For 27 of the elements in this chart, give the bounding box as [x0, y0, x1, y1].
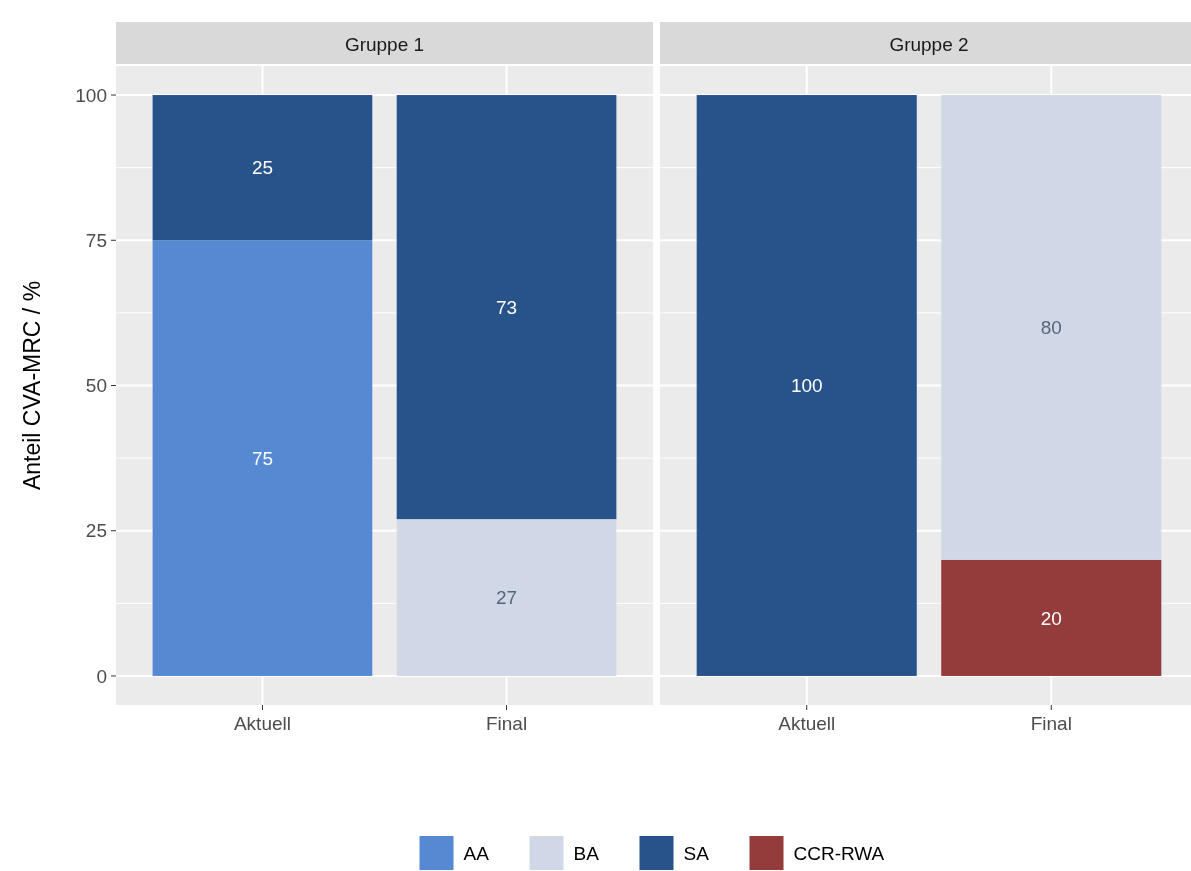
- data-label: 20: [1040, 607, 1062, 629]
- bar: [396, 95, 617, 520]
- y-tick-label: 75: [85, 229, 107, 251]
- data-label: 75: [251, 447, 274, 469]
- data-label: 100: [790, 375, 823, 397]
- y-axis-title: Anteil CVA-MRC / %: [19, 280, 45, 491]
- data-label: 25: [251, 157, 274, 179]
- bar: [152, 95, 373, 241]
- legend-label: CCR-RWA: [793, 842, 885, 864]
- legend-label: BA: [573, 842, 600, 864]
- y-tick-label: 25: [85, 520, 107, 542]
- data-label: 73: [495, 296, 518, 318]
- chart-title: Gruppe 1: [344, 33, 425, 55]
- y-tick-label: 50: [85, 375, 107, 397]
- bar: [152, 240, 373, 676]
- y-tick-label: 0: [96, 665, 107, 687]
- x-tick-label: Final: [485, 713, 528, 734]
- bar: [396, 519, 617, 676]
- legend-label: AA: [463, 842, 490, 864]
- y-tick-label: 100: [75, 84, 107, 106]
- data-label: 27: [495, 587, 518, 609]
- data-label: 80: [1040, 317, 1062, 339]
- chart-title: Gruppe 2: [889, 33, 969, 55]
- x-tick-label: Aktuell: [233, 713, 291, 734]
- x-tick-label: Final: [1030, 713, 1072, 734]
- x-tick-label: Aktuell: [778, 713, 836, 734]
- legend-label: SA: [683, 842, 710, 864]
